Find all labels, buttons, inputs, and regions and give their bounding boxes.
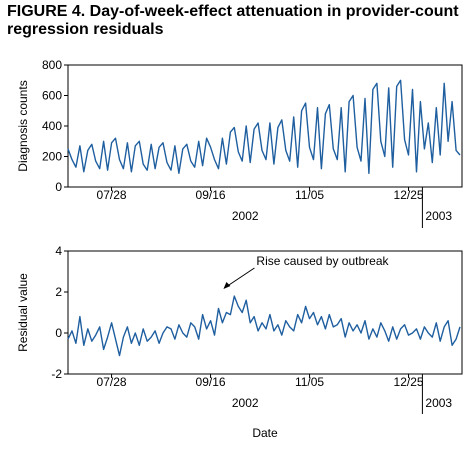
year-label: 2003 bbox=[425, 209, 452, 223]
x-tick-label: 11/05 bbox=[295, 188, 324, 202]
x-axis-label: Date bbox=[252, 426, 278, 440]
y-tick-label: 4 bbox=[55, 244, 62, 258]
x-tick-label: 07/28 bbox=[97, 188, 127, 202]
y-tick-label: 800 bbox=[42, 58, 62, 72]
x-tick-label: 12/25 bbox=[394, 188, 424, 202]
y-tick-label: 200 bbox=[42, 150, 62, 164]
y-tick-label: 400 bbox=[42, 119, 62, 133]
y-tick-label: 0 bbox=[55, 326, 62, 340]
x-tick-label: 11/05 bbox=[295, 375, 324, 389]
plot-frame bbox=[67, 64, 463, 188]
y-tick-label: 600 bbox=[42, 89, 62, 103]
residual-value-series-line bbox=[67, 295, 461, 357]
y-tick-label: 2 bbox=[55, 285, 62, 299]
x-tick-label: 12/25 bbox=[394, 375, 424, 389]
diagnosis-counts-series-line bbox=[67, 79, 461, 175]
annotation-arrow bbox=[224, 267, 255, 289]
x-tick-label: 09/16 bbox=[196, 375, 226, 389]
plot-frame bbox=[67, 250, 463, 375]
year-label: 2003 bbox=[425, 396, 452, 410]
y-tick-label: -2 bbox=[51, 367, 62, 381]
x-tick-label: 07/28 bbox=[97, 375, 127, 389]
annotation-arrowhead bbox=[223, 282, 231, 289]
year-label: 2002 bbox=[232, 209, 259, 223]
annotation-text: Rise caused by outbreak bbox=[256, 254, 389, 268]
diagnosis-counts-panel: 0 200 400 600 800 Diagnosis counts 07/28 09/16 1… bbox=[16, 58, 463, 228]
x-tick-label: 09/16 bbox=[196, 188, 226, 202]
year-label: 2002 bbox=[232, 396, 259, 410]
y-axis-label: Diagnosis counts bbox=[16, 80, 30, 171]
figure-title: FIGURE 4. Day-of-week-effect attenuation… bbox=[7, 3, 459, 38]
y-axis-label: Residual value bbox=[16, 273, 30, 352]
y-tick-label: 0 bbox=[55, 180, 62, 194]
